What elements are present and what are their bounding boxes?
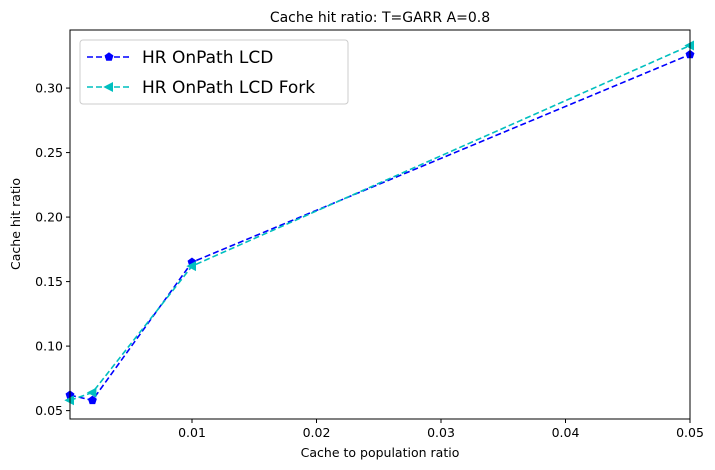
y-axis-label: Cache hit ratio [8, 178, 23, 270]
x-tick-label: 0.01 [178, 425, 206, 440]
series-line-1 [70, 53, 690, 402]
legend: HR OnPath LCD HR OnPath LCD Fork [79, 39, 349, 105]
legend-box [79, 39, 349, 105]
y-tick-label: 0.30 [35, 81, 63, 96]
data-point-series-2 [186, 261, 197, 272]
legend-marker-1 [104, 52, 114, 61]
legend-marker-2 [103, 82, 113, 92]
data-point-series-2 [86, 387, 97, 398]
legend-label-2: HR OnPath LCD Fork [142, 78, 315, 98]
y-axis: 0.05 0.10 0.15 0.20 0.25 0.30 [35, 81, 70, 418]
x-tick-label: 0.05 [676, 425, 704, 440]
plot-area [64, 40, 695, 406]
y-tick-label: 0.05 [35, 403, 63, 418]
y-tick-label: 0.15 [35, 274, 63, 289]
data-point-series-2 [684, 40, 694, 51]
x-tick-label: 0.03 [427, 425, 455, 440]
x-tick-label: 0.04 [552, 425, 580, 440]
series-line-2 [70, 44, 690, 402]
plot-frame [69, 29, 691, 420]
x-axis-label: Cache to population ratio [301, 445, 460, 460]
data-point-series-1 [87, 395, 97, 405]
y-tick-label: 0.10 [35, 339, 63, 354]
data-point-series-2 [64, 395, 74, 406]
chart-title: Cache hit ratio: T=GARR A=0.8 [270, 10, 490, 26]
x-tick-label: 0.02 [303, 425, 331, 440]
y-tick-label: 0.25 [35, 145, 63, 160]
y-tick-label: 0.20 [35, 210, 63, 225]
x-axis: 0.01 0.02 0.03 0.04 0.05 [178, 419, 704, 440]
legend-label-1: HR OnPath LCD [142, 48, 273, 68]
